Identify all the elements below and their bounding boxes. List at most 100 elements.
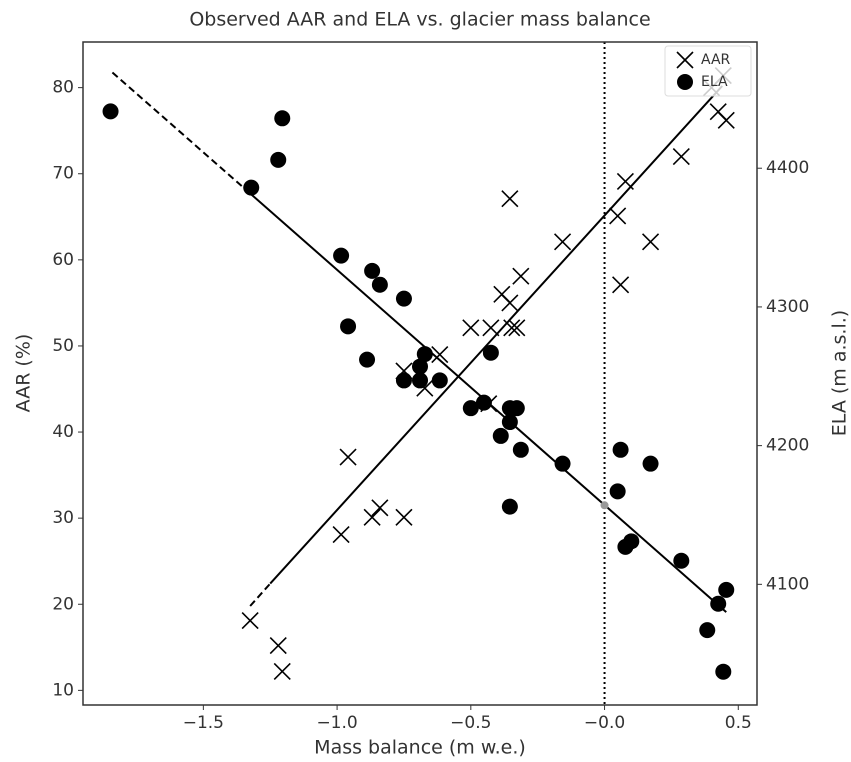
x-marker (273, 662, 291, 680)
x-marker (363, 508, 381, 526)
x-marker (641, 233, 660, 251)
circle-marker (508, 400, 525, 417)
x-marker (241, 612, 259, 630)
x-marker (501, 294, 519, 312)
circle-marker (412, 372, 428, 389)
fit-line (111, 71, 253, 196)
circle-marker (475, 394, 492, 411)
x-stroke (672, 147, 690, 166)
legend-label: ELA (701, 74, 728, 90)
y-tick-label: 80 (52, 78, 74, 98)
plot-frame (82, 41, 758, 706)
circle-marker (333, 247, 350, 264)
circle-marker (673, 552, 690, 569)
circle-marker (612, 441, 629, 458)
circle-marker (395, 290, 412, 307)
fit-line (249, 582, 271, 607)
y-tick-label: 70 (52, 164, 74, 184)
y-tick-label: 60 (52, 250, 74, 270)
x-stroke (416, 379, 434, 397)
legend-label: AAR (701, 52, 731, 68)
x-marker (371, 499, 389, 517)
x-marker (395, 508, 413, 526)
circle-marker (609, 483, 626, 500)
circle-marker (412, 358, 428, 375)
x-tick-label: 0.5 (725, 713, 752, 733)
y-tick-label: 50 (52, 336, 74, 356)
x-tick-label: −0.0 (584, 713, 625, 733)
circle-marker (512, 441, 529, 458)
x-marker (462, 319, 480, 337)
x-marker (482, 319, 500, 337)
y2-tick-label: 4200 (766, 436, 809, 456)
x-marker (676, 51, 694, 69)
y-tick-label: 20 (52, 594, 74, 614)
x-tick-label: −0.5 (450, 713, 491, 733)
x-marker (612, 276, 630, 294)
circle-marker (718, 581, 735, 598)
circle-marker (364, 262, 381, 279)
x-stroke (395, 508, 413, 526)
circle-marker (371, 276, 388, 293)
circle-marker (102, 103, 119, 120)
circle-marker (501, 498, 518, 515)
x-stroke (512, 267, 530, 285)
circle-marker (623, 533, 640, 550)
circle-marker (492, 427, 509, 444)
x-stroke (717, 111, 735, 129)
circle-marker (431, 372, 448, 389)
x-stroke (641, 233, 660, 251)
circle-marker (340, 318, 357, 335)
y-tick-label: 30 (52, 508, 74, 528)
y-tick-label: 40 (52, 422, 74, 442)
circle-marker (642, 455, 659, 472)
x-stroke (241, 612, 259, 630)
x-marker (609, 207, 627, 225)
x-stroke (609, 207, 627, 225)
x-stroke (273, 662, 291, 680)
intersection-point (600, 501, 609, 510)
circle-marker (677, 74, 693, 90)
x-stroke (431, 345, 449, 364)
circle-marker (710, 595, 727, 612)
x-marker (616, 172, 634, 191)
x-marker (672, 147, 690, 166)
x-stroke (501, 294, 519, 312)
x-stroke (493, 285, 511, 303)
x-stroke (501, 190, 519, 208)
x-marker (501, 190, 519, 208)
circle-marker (554, 455, 571, 472)
x-stroke (508, 319, 526, 337)
x-axis-label: Mass balance (m w.e.) (314, 737, 526, 759)
circle-marker (699, 622, 716, 639)
circle-marker (274, 110, 291, 127)
circle-marker (243, 179, 260, 196)
x-marker (553, 233, 572, 251)
circle-marker (270, 151, 287, 168)
x-marker (717, 111, 735, 129)
x-marker (431, 345, 449, 364)
x-stroke (553, 233, 572, 251)
chart-title: Observed AAR and ELA vs. glacier mass ba… (189, 9, 650, 31)
x-tick-label: −1.0 (316, 713, 357, 733)
x-marker (269, 637, 287, 655)
x-marker (332, 525, 350, 544)
y2-tick-label: 4400 (766, 158, 809, 178)
x-stroke (616, 172, 634, 191)
circle-marker (501, 414, 518, 431)
y-axis-label: AAR (%) (13, 334, 35, 413)
circle-marker (359, 351, 376, 368)
x-stroke (482, 319, 500, 337)
x-marker (508, 319, 526, 337)
circle-marker (715, 663, 732, 680)
y2-tick-label: 4100 (766, 574, 809, 594)
x-stroke (339, 448, 357, 466)
x-marker (503, 319, 521, 337)
x-stroke (363, 508, 381, 526)
x-stroke (462, 319, 480, 337)
y2-axis-label: ELA (m a.s.l.) (829, 310, 851, 436)
circle-marker (462, 400, 479, 417)
x-stroke (676, 51, 694, 69)
circle-marker (482, 344, 499, 361)
x-stroke (371, 499, 389, 517)
